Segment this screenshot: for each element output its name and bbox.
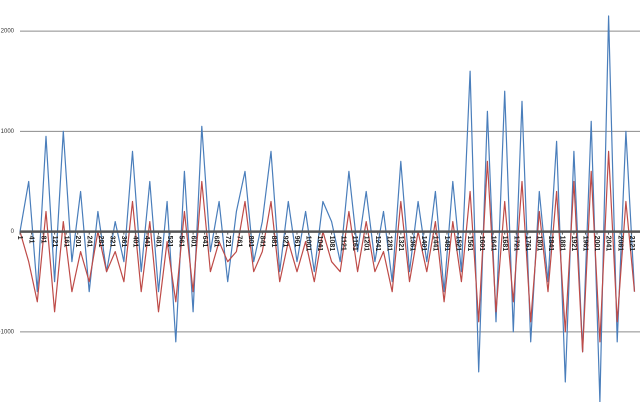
x-tick-label: 1321 — [397, 236, 404, 252]
x-tick-label: 1761 — [524, 236, 531, 252]
y-tick-label: 0 — [11, 229, 15, 235]
y-tick-label: 1000 — [1, 129, 15, 135]
x-tick-label: 1 — [16, 236, 23, 240]
x-tick-label: 601 — [189, 236, 196, 248]
x-tick-label: 81 — [39, 236, 46, 244]
x-tick-label: 2121 — [628, 236, 635, 252]
x-tick-label: 2081 — [616, 236, 623, 252]
x-tick-label: 1881 — [559, 236, 566, 252]
x-tick-label: 1121 — [339, 236, 346, 251]
x-tick-label: 1561 — [466, 236, 473, 252]
x-tick-label: 721 — [224, 236, 231, 248]
x-tick-label: 1201 — [362, 236, 369, 252]
x-tick-label: 1601 — [478, 236, 485, 252]
x-tick-label: 201 — [74, 236, 81, 248]
x-tick-label: 1521 — [455, 236, 462, 252]
x-tick-label: 281 — [97, 236, 104, 248]
x-tick-label: 1441 — [432, 236, 439, 252]
x-tick-label: 361 — [120, 236, 127, 248]
x-tick-label: 1801 — [535, 236, 542, 252]
x-tick-label: 1921 — [570, 236, 577, 252]
y-tick-label: 2000 — [1, 29, 15, 35]
x-tick-label: 481 — [155, 236, 162, 248]
x-tick-label: 1721 — [512, 236, 519, 252]
x-tick-label: 961 — [293, 236, 300, 248]
x-tick-label: 2041 — [605, 236, 612, 252]
x-tick-label: 1841 — [547, 236, 554, 252]
x-tick-label: 2001 — [593, 236, 600, 252]
x-tick-label: 881 — [270, 236, 277, 248]
x-tick-label: 1041 — [316, 236, 323, 252]
x-tick-label: 1001 — [305, 236, 312, 252]
x-tick-label: 1961 — [582, 236, 589, 252]
x-tick-label: 681 — [212, 236, 219, 248]
x-tick-label: 921 — [282, 236, 289, 248]
x-tick-label: 521 — [166, 236, 173, 248]
x-tick-label: 801 — [247, 236, 254, 248]
x-tick-label: 1361 — [409, 236, 416, 252]
x-tick-label: 121 — [51, 236, 58, 248]
x-tick-label: 401 — [132, 236, 139, 248]
x-tick-label: 41 — [28, 236, 35, 244]
x-tick-label: 641 — [201, 236, 208, 248]
x-tick-label: 761 — [235, 236, 242, 248]
x-tick-label: 241 — [85, 236, 92, 248]
x-tick-label: 1681 — [501, 236, 508, 252]
x-tick-label: 1641 — [489, 236, 496, 252]
series-line — [19, 15, 636, 402]
x-tick-label: 1241 — [374, 236, 381, 252]
y-tick-label: -1000 — [0, 329, 15, 335]
x-tick-label: 1081 — [328, 236, 335, 252]
x-tick-label: 441 — [143, 236, 150, 248]
series-line — [19, 150, 636, 353]
x-tick-label: 1401 — [420, 236, 427, 252]
x-tick-label: 1281 — [385, 236, 392, 252]
x-tick-label: 1481 — [443, 236, 450, 252]
x-tick-label: 841 — [259, 236, 266, 248]
x-tick-label: 321 — [108, 236, 115, 248]
x-tick-label: 1161 — [351, 236, 358, 251]
x-tick-label: 161 — [62, 236, 69, 248]
x-tick-label: 561 — [178, 236, 185, 248]
